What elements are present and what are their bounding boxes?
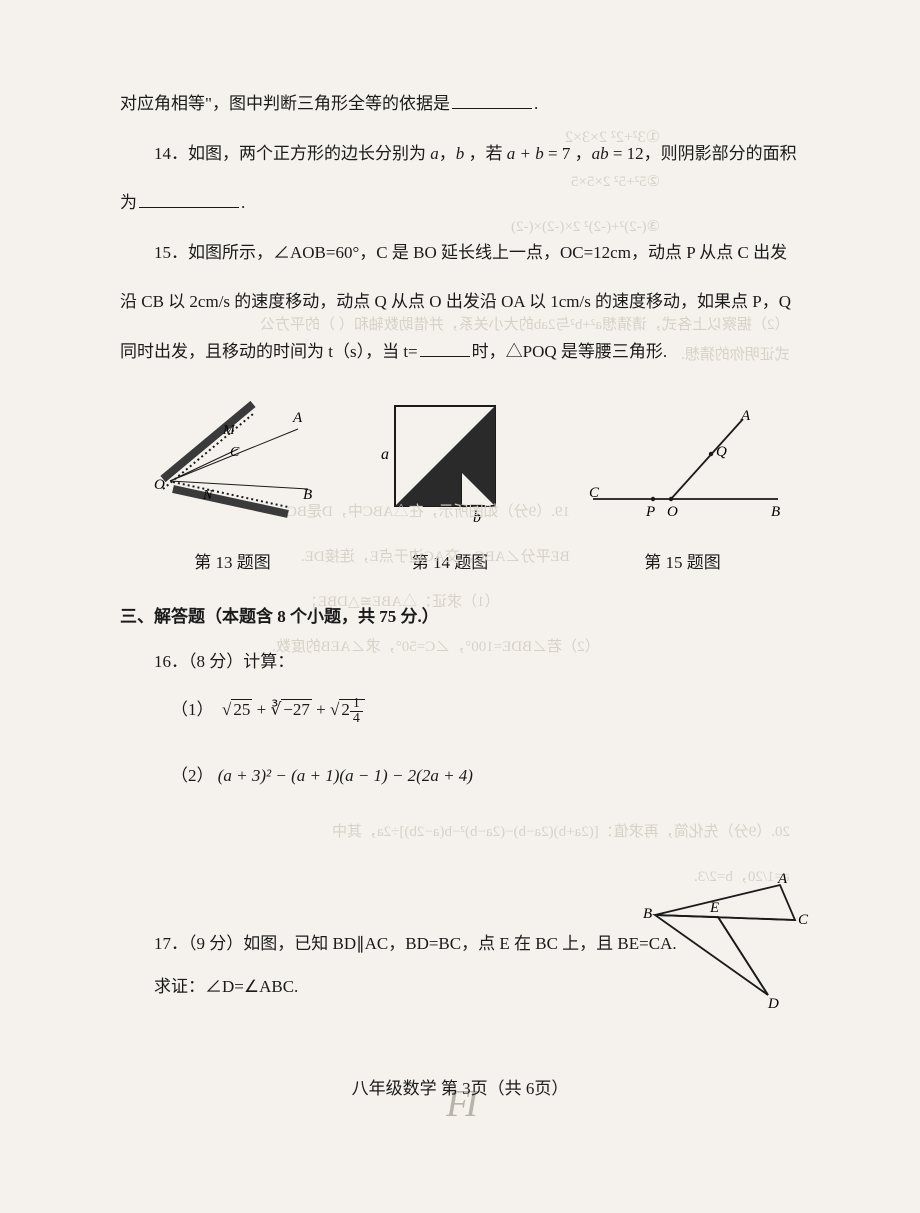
figure-14-svg: a b [373, 394, 528, 524]
f17-B: B [643, 906, 652, 922]
f15-O: O [667, 504, 678, 520]
q15-text-c-prefix: 同时出发，且移动的时间为 t（s），当 t= [120, 342, 418, 361]
q17-points: （9 分） [188, 934, 243, 953]
mn: 1 [350, 697, 363, 712]
q16-points: （8 分） [188, 652, 243, 671]
footer-mid: 页（共 [471, 1079, 526, 1098]
caption-15: 第 15 题图 [583, 548, 783, 579]
q14-c1: ， [439, 144, 456, 163]
q16-label: 计算： [243, 652, 294, 671]
f15-A: A [740, 408, 751, 424]
q16-part1: （1） 25 + −27 + 214 [171, 691, 810, 728]
f13-N: N [202, 488, 213, 503]
q16-plus2: + [316, 700, 330, 719]
q14-eq1l: a + b [507, 144, 544, 163]
figure-15-svg: A Q C P O B [583, 404, 783, 524]
q14-blank [139, 189, 239, 209]
figures-row: A M C O N B 第 13 题图 a b 第 14 题图 A Q [120, 394, 810, 579]
md: 4 [350, 712, 363, 726]
q16: 16．（8 分）计算： [120, 642, 810, 683]
q14-eq1e: = [544, 144, 562, 163]
q17-number: 17． [154, 934, 188, 953]
q17-text-b: 求证：∠D=∠ABC. [154, 977, 298, 996]
q15-line1: 15．如图所示，∠AOB=60°，C 是 BO 延长线上一点，OC=12cm，动… [120, 229, 810, 277]
q13-text: 对应角相等"，图中判断三角形全等的依据是 [120, 94, 450, 113]
f14-a: a [381, 446, 389, 463]
sqrt-25: 25 [222, 691, 252, 728]
q14-eq2r: 12 [627, 144, 644, 163]
q15-line2: 沿 CB 以 2cm/s 的速度移动，动点 Q 从点 O 出发沿 OA 以 1c… [120, 278, 810, 326]
q15-text-a: 如图所示，∠AOB=60°，C 是 BO 延长线上一点，OC=12cm，动点 P… [188, 243, 787, 262]
q15-line3: 同时出发，且移动的时间为 t（s），当 t= 时，△POQ 是等腰三角形. [120, 328, 810, 376]
q14-period: . [241, 193, 245, 212]
mixed-frac: 14 [350, 697, 363, 726]
q16-p1-label: （1） [171, 700, 214, 719]
q14-text-a: 如图，两个正方形的边长分别为 [188, 144, 430, 163]
q15-text-c-suffix: 时，△POQ 是等腰三角形. [472, 342, 668, 361]
mw: 2 [341, 700, 350, 719]
footer-pagenum: 3 [462, 1079, 471, 1098]
q14-number: 14． [154, 144, 188, 163]
q14-b: b [456, 144, 469, 163]
q13-blank [452, 89, 532, 109]
q15-number: 15． [154, 243, 188, 262]
f13-A: A [292, 410, 303, 426]
footer-text: 八年级数学 第 3页（共 6页） [352, 1079, 569, 1098]
q14: 14．如图，两个正方形的边长分别为 a，b ，若 a + b = 7 ，ab =… [120, 130, 810, 178]
q13-line: 对应角相等"，图中判断三角形全等的依据是. [120, 80, 810, 128]
sqrt-214: 214 [330, 691, 365, 728]
f14-b: b [473, 509, 481, 524]
q14-eq2l: ab [592, 144, 609, 163]
f15-P: P [645, 504, 655, 520]
sqrt-25-v: 25 [231, 699, 252, 719]
q15-blank [420, 337, 470, 357]
q13-period: . [534, 94, 538, 113]
f17-A: A [777, 871, 788, 887]
f13-O: O [154, 477, 165, 493]
f15-Q: Q [716, 444, 727, 460]
q14-line2-prefix: 为 [120, 193, 137, 212]
watermark: FI [446, 1051, 474, 1157]
caption-14: 第 14 题图 [373, 548, 528, 579]
cbrt-n27-v: −27 [281, 699, 312, 719]
f13-B: B [303, 487, 312, 503]
footer-prefix: 八年级数学 第 [352, 1079, 463, 1098]
q14-c2: ， [570, 144, 591, 163]
f17-C: C [798, 912, 809, 928]
q14-a: a [430, 144, 439, 163]
f17-E: E [709, 900, 719, 916]
q15-text-b: 沿 CB 以 2cm/s 的速度移动，动点 Q 从点 O 出发沿 OA 以 1c… [120, 292, 791, 311]
q16-number: 16． [154, 652, 188, 671]
figure-17-svg: A B C D E [640, 870, 810, 1010]
q16-part2: （2） (a + 3)² − (a + 1)(a − 1) − 2(2a + 4… [171, 757, 810, 794]
figure-13-svg: A M C O N B [148, 394, 318, 524]
f15-B: B [771, 504, 780, 520]
figure-13: A M C O N B 第 13 题图 [148, 394, 318, 579]
q14-eq2e: = [609, 144, 627, 163]
q17-text-a: 如图，已知 BD∥AC，BD=BC，点 E 在 BC 上，且 BE=CA. [243, 934, 676, 953]
q14-tc: ，则阴影部分的面积 [644, 144, 797, 163]
footer-suffix: 页） [534, 1079, 568, 1098]
q14-line2: 为. [120, 179, 810, 227]
figure-14: a b 第 14 题图 [373, 394, 528, 579]
f13-C: C [230, 445, 240, 460]
ghost-10: 20.（9分）先化简，再求值：[(2a+b)(2a−b)−(2a−b)²−b(a… [332, 820, 790, 844]
q16-plus1: + [257, 700, 271, 719]
f13-M: M [222, 423, 236, 438]
q14-tb: ，若 [469, 144, 507, 163]
q16-p2-label: （2） [171, 766, 214, 785]
f15-C: C [589, 485, 600, 501]
sqrt-214-v: 214 [339, 699, 365, 719]
page-footer: FI 八年级数学 第 3页（共 6页） [0, 1065, 920, 1113]
q16-p2-expr: (a + 3)² − (a + 1)(a − 1) − 2(2a + 4) [218, 766, 473, 785]
cbrt-n27: −27 [270, 691, 311, 728]
f17-D: D [767, 996, 779, 1010]
figure-15: A Q C P O B 第 15 题图 [583, 404, 783, 579]
caption-13: 第 13 题图 [148, 548, 318, 579]
section3-title: 三、解答题（本题含 8 个小题，共 75 分.） [120, 593, 810, 641]
